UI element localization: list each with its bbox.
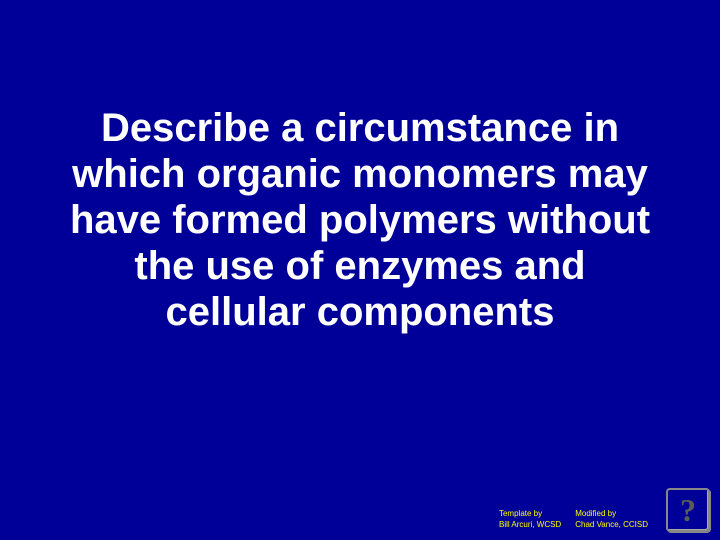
- credit-left-line1: Template by: [499, 509, 561, 519]
- credit-left: Template by Bill Arcuri, WCSD: [499, 509, 561, 530]
- credit-right: Modified by Chad Vance, CCISD: [575, 509, 648, 530]
- credit-left-line2: Bill Arcuri, WCSD: [499, 520, 561, 530]
- help-button[interactable]: ?: [666, 488, 710, 532]
- question-mark-icon: ?: [680, 492, 696, 529]
- question-text: Describe a circumstance in which organic…: [60, 105, 660, 335]
- credit-right-line2: Chad Vance, CCISD: [575, 520, 648, 530]
- credits-block: Template by Bill Arcuri, WCSD Modified b…: [499, 509, 648, 530]
- credit-right-line1: Modified by: [575, 509, 648, 519]
